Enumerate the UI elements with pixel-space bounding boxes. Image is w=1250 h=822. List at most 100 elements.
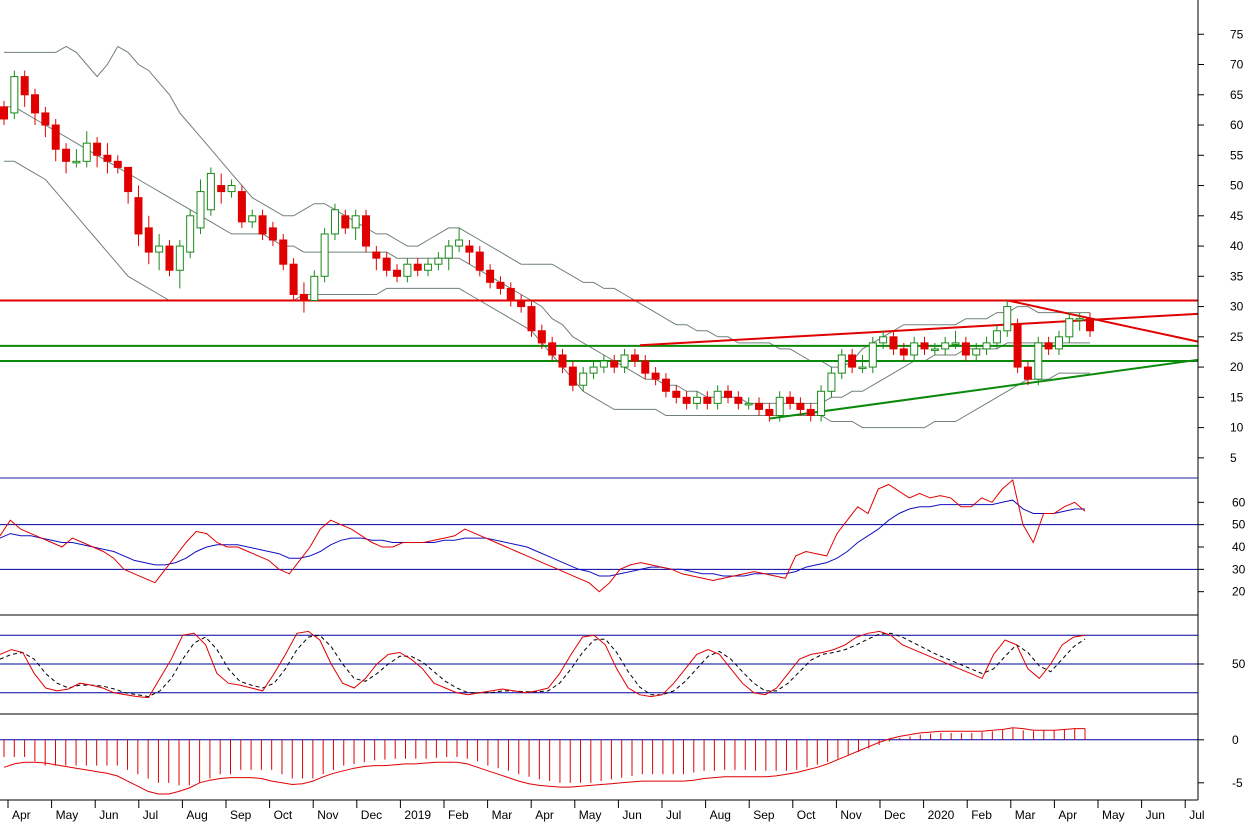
price-y-tick-label: 40 <box>1230 239 1244 253</box>
up-candle <box>424 263 433 271</box>
x-tick-label: Sep <box>753 808 775 822</box>
stoch-y-tick-label: 50 <box>1232 657 1246 671</box>
down-candle <box>465 245 474 253</box>
up-candle <box>248 215 257 223</box>
x-tick-label: Jul <box>666 808 681 822</box>
down-candle <box>755 402 764 410</box>
price-panel <box>0 45 1199 429</box>
down-candle <box>237 191 246 223</box>
down-candle <box>279 239 288 265</box>
bollinger-upper-line <box>4 45 1090 368</box>
down-candle <box>506 287 515 302</box>
up-candle <box>72 160 81 164</box>
price-y-tick-label: 70 <box>1230 58 1244 72</box>
up-candle <box>879 336 888 344</box>
x-tick-label: Aug <box>710 808 731 822</box>
x-tick-label: Feb <box>971 808 992 822</box>
down-candle <box>672 390 681 398</box>
rsi-y-tick-label: 30 <box>1232 562 1246 576</box>
down-candle <box>41 112 50 126</box>
up-candle <box>992 330 1001 344</box>
up-candle <box>330 209 339 235</box>
x-tick-label: May <box>56 808 79 822</box>
up-candle <box>351 215 360 229</box>
down-candle <box>724 390 732 398</box>
price-y-tick-label: 60 <box>1230 118 1244 132</box>
x-tick-label: Jul <box>1189 808 1204 822</box>
x-tick-label: Nov <box>317 808 338 822</box>
stoch-d-line <box>0 632 1086 698</box>
up-candle <box>744 402 753 406</box>
green-rising-trendline <box>769 358 1199 420</box>
rsi-y-tick-label: 40 <box>1232 540 1246 554</box>
up-candle <box>713 390 722 404</box>
up-candle <box>817 390 826 416</box>
price-y-tick-label: 25 <box>1230 330 1244 344</box>
x-tick-label: Dec <box>361 808 382 822</box>
up-candle <box>692 396 701 404</box>
x-tick-label: Apr <box>12 808 31 822</box>
down-candle <box>124 166 133 193</box>
down-candle <box>268 227 277 241</box>
up-candle <box>403 263 412 277</box>
x-tick-label: Apr <box>535 808 554 822</box>
down-candle <box>558 354 567 368</box>
up-candle <box>1065 318 1074 338</box>
down-candle <box>806 408 815 416</box>
up-candle <box>1054 336 1063 350</box>
rsi-average-line <box>0 499 1085 577</box>
price-y-tick-label: 35 <box>1230 269 1244 283</box>
macd-y-tick-label: 0 <box>1232 733 1239 747</box>
down-candle <box>682 396 691 404</box>
down-candle <box>1086 318 1094 332</box>
up-candle <box>579 372 588 386</box>
up-candle <box>951 342 960 345</box>
x-tick-label: Apr <box>1058 808 1077 822</box>
down-candle <box>51 124 60 150</box>
x-tick-label: Jun <box>99 808 118 822</box>
x-tick-label: Sep <box>230 808 252 822</box>
up-candle <box>837 354 846 374</box>
down-candle <box>372 251 381 259</box>
x-tick-label: Jul <box>143 808 158 822</box>
stoch-k-line <box>0 630 1086 699</box>
price-y-tick-label: 55 <box>1230 148 1244 162</box>
up-candle <box>310 275 319 302</box>
down-candle <box>134 197 143 235</box>
x-tick-label: Mar <box>1015 808 1036 822</box>
macd-line <box>3 727 1085 795</box>
down-candle <box>31 94 40 114</box>
red-rising-trendline <box>639 312 1199 347</box>
red-falling-trendline <box>1007 299 1199 343</box>
up-candle <box>858 366 867 370</box>
down-candle <box>299 293 308 302</box>
up-candle <box>589 366 598 374</box>
macd-panel <box>0 727 1198 795</box>
up-candle <box>320 233 329 277</box>
down-candle <box>786 396 795 404</box>
price-y-tick-label: 75 <box>1230 27 1244 41</box>
up-candle <box>910 342 919 356</box>
up-candle <box>930 348 939 351</box>
x-tick-label: Jun <box>622 808 641 822</box>
down-candle <box>413 263 422 271</box>
up-candle <box>599 360 608 368</box>
down-candle <box>486 269 495 283</box>
down-candle <box>496 281 505 289</box>
down-candle <box>848 354 857 368</box>
bollinger-middle-line <box>4 106 1090 404</box>
up-candle <box>982 342 991 350</box>
rsi-panel <box>0 479 1198 593</box>
down-candle <box>0 106 8 120</box>
down-candle <box>1044 342 1053 350</box>
x-tick-label: May <box>579 808 602 822</box>
price-y-tick-label: 20 <box>1230 360 1244 374</box>
price-y-tick-label: 15 <box>1230 390 1244 404</box>
up-candle <box>941 342 950 350</box>
x-tick-label: Oct <box>797 808 816 822</box>
down-candle <box>548 342 557 356</box>
down-candle <box>362 215 370 247</box>
x-tick-label: Oct <box>274 808 293 822</box>
